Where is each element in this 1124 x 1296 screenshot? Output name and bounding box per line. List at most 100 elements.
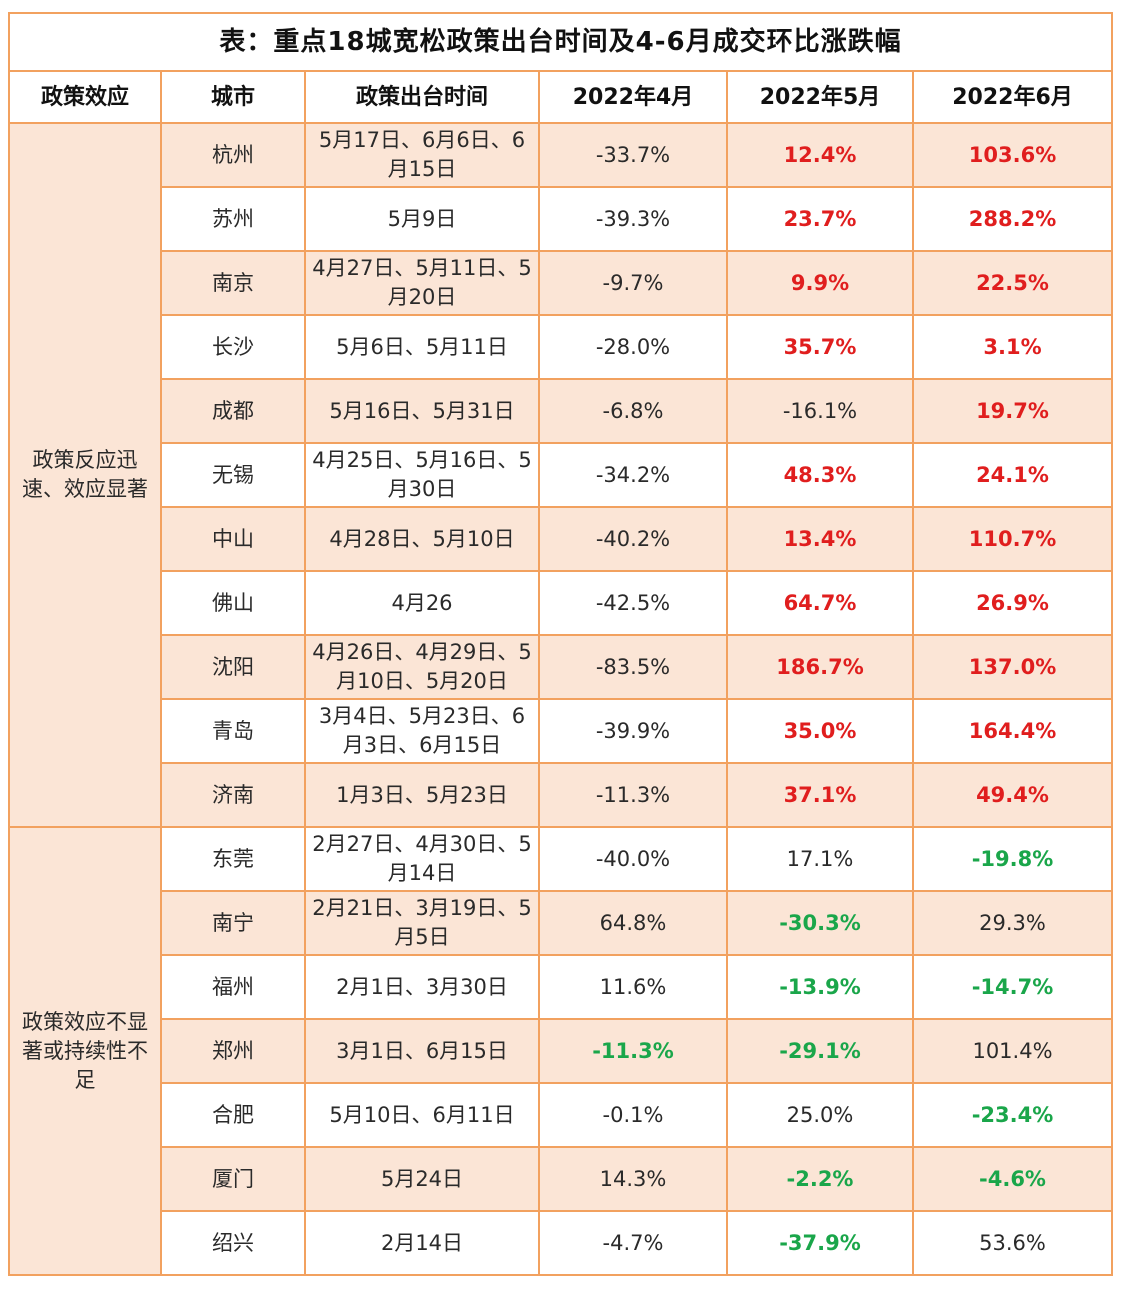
june-change-cell: 26.9%: [912, 570, 1113, 636]
may-change-cell: 186.7%: [726, 634, 914, 700]
june-change-cell: 137.0%: [912, 634, 1113, 700]
city-cell: 沈阳: [160, 634, 306, 700]
april-change-cell: 64.8%: [538, 890, 728, 956]
may-change-cell: -13.9%: [726, 954, 914, 1020]
may-change-cell: -2.2%: [726, 1146, 914, 1212]
policy-effect-group-label: 政策反应迅速、效应显著: [8, 122, 162, 828]
policy-date-cell: 4月25日、5月16日、5月30日: [304, 442, 540, 508]
policy-date-cell: 4月26: [304, 570, 540, 636]
april-change-cell: -40.0%: [538, 826, 728, 892]
may-change-cell: -30.3%: [726, 890, 914, 956]
april-change-cell: -0.1%: [538, 1082, 728, 1148]
table-row: 郑州 3月1日、6月15日 -11.3% -29.1% 101.4%: [9, 1018, 1113, 1084]
table-row: 苏州 5月9日 -39.3% 23.7% 288.2%: [9, 186, 1113, 252]
policy-date-cell: 3月1日、6月15日: [304, 1018, 540, 1084]
june-change-cell: 53.6%: [912, 1210, 1113, 1276]
policy-date-cell: 5月17日、6月6日、6月15日: [304, 122, 540, 188]
policy-effect-group-label: 政策效应不显著或持续性不足: [8, 826, 162, 1276]
table-row: 厦门 5月24日 14.3% -2.2% -4.6%: [9, 1146, 1113, 1212]
city-cell: 长沙: [160, 314, 306, 380]
may-change-cell: 35.0%: [726, 698, 914, 764]
april-change-cell: -33.7%: [538, 122, 728, 188]
april-change-cell: -11.3%: [538, 762, 728, 828]
city-cell: 厦门: [160, 1146, 306, 1212]
june-change-cell: 22.5%: [912, 250, 1113, 316]
april-change-cell: -28.0%: [538, 314, 728, 380]
city-cell: 南宁: [160, 890, 306, 956]
may-change-cell: -16.1%: [726, 378, 914, 444]
table-row: 青岛 3月4日、5月23日、6月3日、6月15日 -39.9% 35.0% 164.4%: [9, 698, 1113, 764]
june-change-cell: 19.7%: [912, 378, 1113, 444]
header-may: 2022年5月: [726, 70, 914, 124]
june-change-cell: 29.3%: [912, 890, 1113, 956]
header-policy-date: 政策出台时间: [304, 70, 540, 124]
june-change-cell: -4.6%: [912, 1146, 1113, 1212]
city-cell: 南京: [160, 250, 306, 316]
policy-date-cell: 2月1日、3月30日: [304, 954, 540, 1020]
policy-date-cell: 3月4日、5月23日、6月3日、6月15日: [304, 698, 540, 764]
june-change-cell: 49.4%: [912, 762, 1113, 828]
april-change-cell: 11.6%: [538, 954, 728, 1020]
city-cell: 中山: [160, 506, 306, 572]
april-change-cell: 14.3%: [538, 1146, 728, 1212]
may-change-cell: 12.4%: [726, 122, 914, 188]
table-row: 中山 4月28日、5月10日 -40.2% 13.4% 110.7%: [9, 506, 1113, 572]
may-change-cell: 64.7%: [726, 570, 914, 636]
april-change-cell: -34.2%: [538, 442, 728, 508]
june-change-cell: -14.7%: [912, 954, 1113, 1020]
policy-date-cell: 5月9日: [304, 186, 540, 252]
policy-date-cell: 4月27日、5月11日、5月20日: [304, 250, 540, 316]
april-change-cell: -4.7%: [538, 1210, 728, 1276]
june-change-cell: -23.4%: [912, 1082, 1113, 1148]
table-row: 成都 5月16日、5月31日 -6.8% -16.1% 19.7%: [9, 378, 1113, 444]
april-change-cell: -40.2%: [538, 506, 728, 572]
city-cell: 绍兴: [160, 1210, 306, 1276]
may-change-cell: 37.1%: [726, 762, 914, 828]
policy-date-cell: 5月24日: [304, 1146, 540, 1212]
june-change-cell: 110.7%: [912, 506, 1113, 572]
table-row: 长沙 5月6日、5月11日 -28.0% 35.7% 3.1%: [9, 314, 1113, 380]
policy-date-cell: 1月3日、5月23日: [304, 762, 540, 828]
may-change-cell: 17.1%: [726, 826, 914, 892]
may-change-cell: 48.3%: [726, 442, 914, 508]
table-body: 政策反应迅速、效应显著 杭州 5月17日、6月6日、6月15日 -33.7% 12.4%…: [8, 122, 1113, 1276]
may-change-cell: 23.7%: [726, 186, 914, 252]
april-change-cell: -39.3%: [538, 186, 728, 252]
table-row: 福州 2月1日、3月30日 11.6% -13.9% -14.7%: [9, 954, 1113, 1020]
april-change-cell: -11.3%: [538, 1018, 728, 1084]
table-row: 南宁 2月21日、3月19日、5月5日 64.8% -30.3% 29.3%: [9, 890, 1113, 956]
policy-date-cell: 2月21日、3月19日、5月5日: [304, 890, 540, 956]
table-row: 合肥 5月10日、6月11日 -0.1% 25.0% -23.4%: [9, 1082, 1113, 1148]
policy-table-container: 表：重点18城宽松政策出台时间及4-6月成交环比涨跌幅 政策效应 城市 政策出台…: [8, 12, 1113, 1276]
june-change-cell: 103.6%: [912, 122, 1113, 188]
june-change-cell: 288.2%: [912, 186, 1113, 252]
header-june: 2022年6月: [912, 70, 1113, 124]
april-change-cell: -42.5%: [538, 570, 728, 636]
city-cell: 无锡: [160, 442, 306, 508]
policy-date-cell: 2月27日、4月30日、5月14日: [304, 826, 540, 892]
may-change-cell: 13.4%: [726, 506, 914, 572]
city-cell: 郑州: [160, 1018, 306, 1084]
city-cell: 青岛: [160, 698, 306, 764]
city-cell: 苏州: [160, 186, 306, 252]
june-change-cell: 101.4%: [912, 1018, 1113, 1084]
table-row: 南京 4月27日、5月11日、5月20日 -9.7% 9.9% 22.5%: [9, 250, 1113, 316]
april-change-cell: -6.8%: [538, 378, 728, 444]
city-cell: 佛山: [160, 570, 306, 636]
june-change-cell: 164.4%: [912, 698, 1113, 764]
city-cell: 福州: [160, 954, 306, 1020]
policy-date-cell: 5月10日、6月11日: [304, 1082, 540, 1148]
may-change-cell: -29.1%: [726, 1018, 914, 1084]
city-cell: 合肥: [160, 1082, 306, 1148]
table-row: 绍兴 2月14日 -4.7% -37.9% 53.6%: [9, 1210, 1113, 1276]
may-change-cell: 25.0%: [726, 1082, 914, 1148]
policy-date-cell: 2月14日: [304, 1210, 540, 1276]
header-april: 2022年4月: [538, 70, 728, 124]
table-row: 佛山 4月26 -42.5% 64.7% 26.9%: [9, 570, 1113, 636]
city-cell: 杭州: [160, 122, 306, 188]
table-row: 政策反应迅速、效应显著 杭州 5月17日、6月6日、6月15日 -33.7% 12.4%…: [8, 122, 1113, 828]
header-row: 政策效应 城市 政策出台时间 2022年4月 2022年5月 2022年6月: [8, 70, 1113, 124]
city-cell: 东莞: [160, 826, 306, 892]
june-change-cell: 3.1%: [912, 314, 1113, 380]
city-cell: 济南: [160, 762, 306, 828]
